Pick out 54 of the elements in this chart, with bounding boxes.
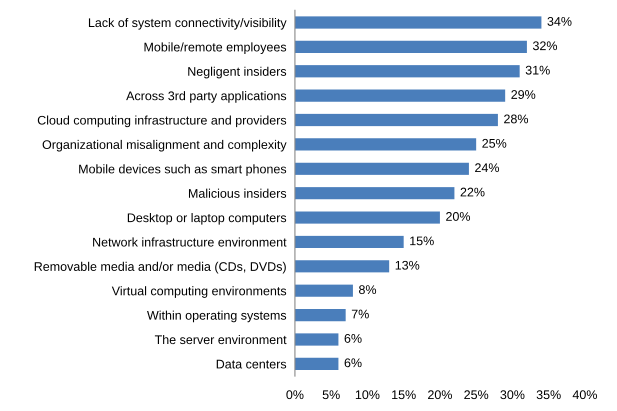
y-tick-label: Mobile/remote employees xyxy=(144,42,286,54)
y-tick-label: Within operating systems xyxy=(147,310,286,322)
bar xyxy=(294,114,498,126)
y-tick-label: Lack of system connectivity/visibility xyxy=(88,18,287,30)
x-tick-label: 15% xyxy=(392,390,416,400)
x-tick-label: 25% xyxy=(464,390,488,400)
bar xyxy=(294,260,390,272)
y-tick-label: Negligent insiders xyxy=(188,66,286,78)
data-label: 34% xyxy=(547,16,572,26)
x-tick-label: 5% xyxy=(322,390,340,400)
data-label: 15% xyxy=(410,236,434,246)
y-tick-label: Organizational misalignment and complexity xyxy=(42,140,287,152)
bar xyxy=(294,333,338,346)
bar xyxy=(294,187,454,200)
data-label: 8% xyxy=(359,285,376,294)
x-tick-label: 30% xyxy=(500,390,524,400)
data-label: 28% xyxy=(504,114,528,124)
data-label: 6% xyxy=(344,334,362,343)
x-tick-label: 20% xyxy=(428,390,452,400)
x-tick-label: 0% xyxy=(286,390,304,400)
bar xyxy=(294,211,440,224)
x-tick-label: 40% xyxy=(572,390,597,400)
data-label: 22% xyxy=(460,188,485,196)
y-tick-label: Across 3rd party applications xyxy=(126,91,286,103)
bar xyxy=(294,40,527,53)
bar xyxy=(294,16,542,29)
bar xyxy=(294,90,506,102)
data-label: 24% xyxy=(475,163,500,172)
x-tick-label: 10% xyxy=(356,390,380,400)
data-label: 31% xyxy=(526,66,550,75)
y-tick-label: Virtual computing environments xyxy=(112,286,286,298)
y-tick-label: The server environment xyxy=(154,334,287,344)
x-tick-label: 35% xyxy=(536,390,561,400)
data-label: 13% xyxy=(396,260,420,270)
y-tick-label: Cloud computing infrastructure and providers xyxy=(38,115,286,128)
data-label: 32% xyxy=(532,41,558,50)
bar xyxy=(294,138,476,150)
y-tick-label: Removable media and/or media (CDs, DVDs) xyxy=(34,262,286,274)
data-label: 20% xyxy=(446,212,470,221)
data-label: 7% xyxy=(352,310,369,318)
y-tick-label: Malicious insiders xyxy=(188,188,286,198)
data-label: 6% xyxy=(344,358,362,368)
bar xyxy=(294,309,346,322)
bar xyxy=(294,284,353,297)
y-tick-label: Network infrastructure environment xyxy=(93,237,287,247)
bar xyxy=(294,358,338,370)
y-tick-label: Data centers xyxy=(216,360,286,369)
data-label: 29% xyxy=(511,90,536,99)
y-tick-label: Mobile devices such as smart phones xyxy=(79,164,286,176)
bar xyxy=(294,162,469,175)
y-tick-label: Desktop or laptop computers xyxy=(128,213,286,225)
bar xyxy=(294,65,520,78)
bar xyxy=(294,236,404,248)
data-label: 25% xyxy=(482,138,506,148)
